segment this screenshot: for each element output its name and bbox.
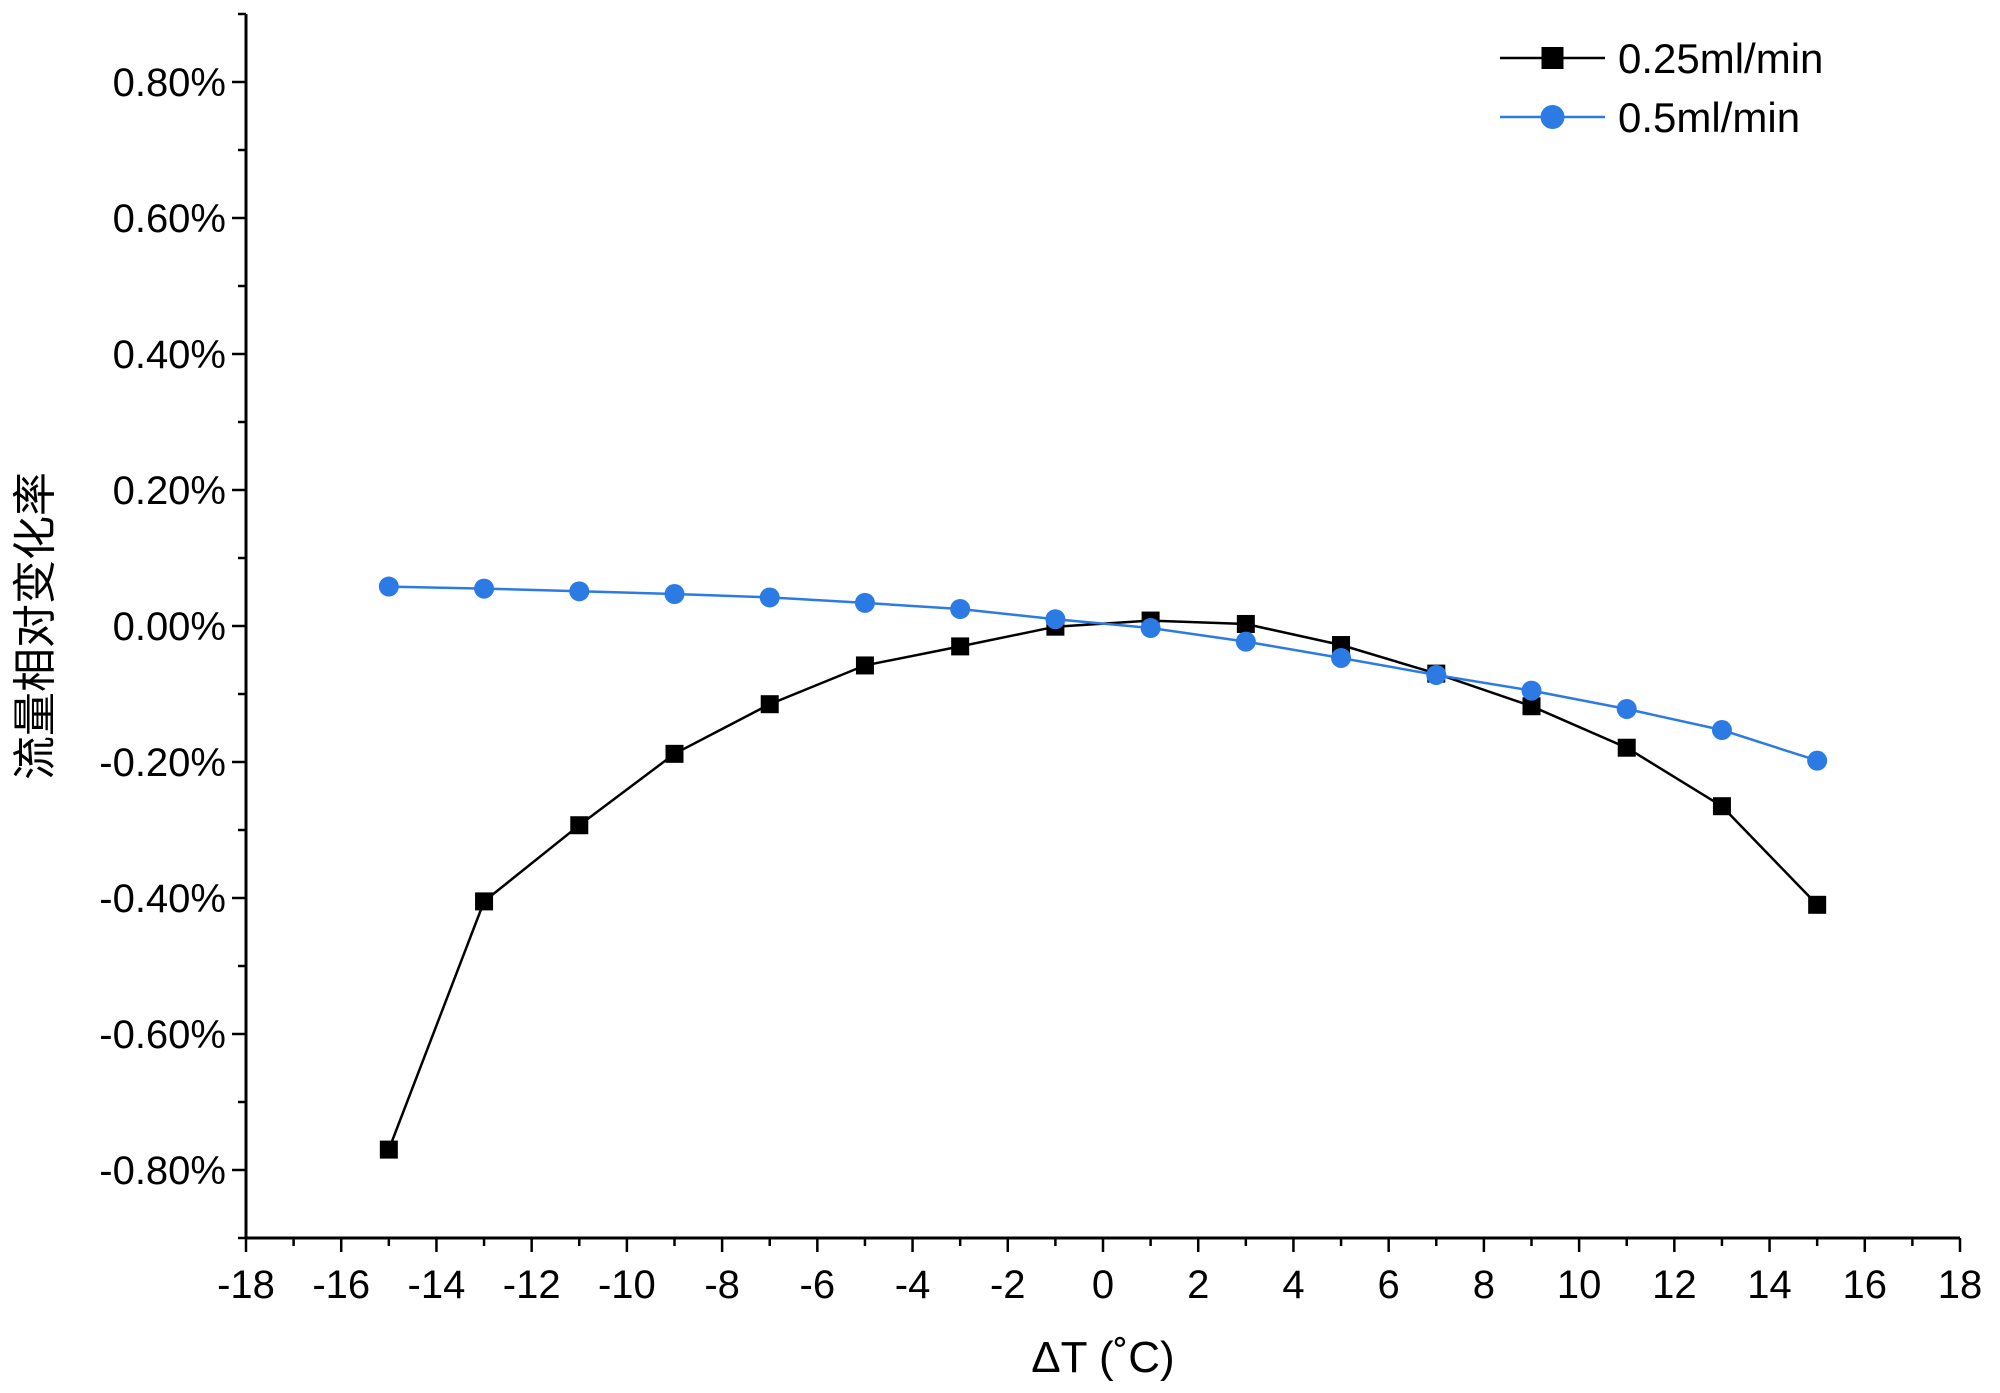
x-tick-label: -16 [312,1263,370,1307]
series-line [388,585,1818,762]
axes [244,14,1960,1240]
series-2 [378,576,1828,771]
x-tick-label: 12 [1652,1263,1697,1307]
legend-label: 0.5ml/min [1618,94,1800,141]
circle-data-point [378,576,399,597]
x-tick-label: -10 [598,1263,656,1307]
square-data-point [475,892,494,911]
y-tick-label: 0.80% [113,61,226,105]
y-tick-label: -0.20% [99,741,226,785]
circle-data-point [1616,698,1637,719]
x-tick-label: -14 [408,1263,466,1307]
x-tick-label: 4 [1282,1263,1304,1307]
circle-data-point [1711,720,1732,741]
legend: 0.25ml/min 0.5ml/min [1500,35,1823,141]
square-data-point [855,656,874,675]
circle-data-point [950,599,971,619]
x-tick-label: -18 [217,1263,275,1307]
circle-data-point [1807,750,1828,771]
y-tick-label: 0.40% [113,333,226,377]
square-data-point [1712,797,1731,816]
circle-data-point [1235,631,1256,652]
circle-data-point [759,587,780,608]
y-tick-label: -0.80% [99,1149,226,1193]
circle-data-point [664,584,685,605]
x-tick-label: 0 [1092,1263,1114,1307]
circle-data-point [474,578,495,599]
circle-data-point [854,592,875,613]
x-axis-title: ΔT (˚C) [1031,1333,1174,1382]
square-data-point [379,1140,398,1159]
x-ticks: -18 -16 -14 -12 -10 -8 -6 -4 -2 0 2 4 6 8 10 12 14 16 18 [217,1238,1982,1307]
square-data-point [665,744,684,763]
x-tick-label: -12 [503,1263,561,1307]
legend-marker-square [1541,47,1564,69]
circle-data-point [1426,664,1447,685]
square-data-point [1617,738,1636,757]
circle-data-point [1140,618,1161,639]
y-tick-label: -0.60% [99,1013,226,1057]
y-tick-label: -0.40% [99,877,226,921]
y-tick-label: 0.20% [113,469,226,513]
square-data-point [760,695,779,714]
series-group [378,576,1828,1159]
x-tick-label: 18 [1938,1263,1983,1307]
series-1 [379,611,1827,1159]
x-tick-label: -4 [895,1263,931,1307]
x-tick-label: -8 [704,1263,740,1307]
y-tick-label: 0.00% [113,605,226,649]
x-tick-label: 8 [1473,1263,1495,1307]
circle-data-point [1331,647,1352,668]
x-tick-label: 16 [1843,1263,1888,1307]
circle-data-point [1521,680,1542,701]
legend-label: 0.25ml/min [1618,35,1823,82]
x-tick-label: -6 [800,1263,836,1307]
square-data-point [570,816,589,835]
y-tick-label: 0.60% [113,197,226,241]
circle-data-point [569,581,590,602]
square-data-point [951,637,970,656]
square-data-point [1808,895,1827,914]
x-tick-label: 10 [1557,1263,1602,1307]
x-tick-label: 14 [1747,1263,1792,1307]
series-line [387,619,1819,1151]
legend-marker-circle [1540,105,1565,129]
y-ticks: -0.80% -0.60% -0.40% -0.20% 0.00% 0.20% 0.40% 0… [99,12,246,1240]
x-tick-label: 2 [1187,1263,1209,1307]
x-tick-label: 6 [1378,1263,1400,1307]
square-data-point [1236,614,1255,633]
circle-data-point [1045,609,1066,630]
x-tick-label: -2 [990,1263,1026,1307]
square-data-point [1522,697,1541,716]
y-axis-title: 流量相对变化率 [11,472,60,780]
